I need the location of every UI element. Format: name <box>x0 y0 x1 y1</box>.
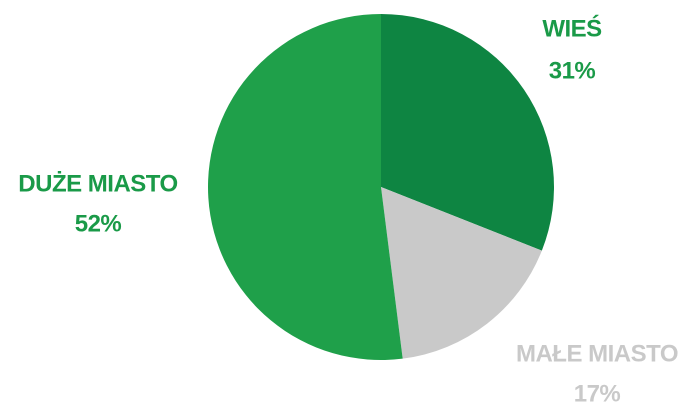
pie-slice <box>381 14 554 251</box>
slice-value-label: 31% <box>549 57 596 84</box>
slice-value-label: 52% <box>75 210 122 237</box>
slice-value-label: 17% <box>574 380 621 407</box>
slice-label: MAŁE MIASTO <box>516 340 678 367</box>
slice-label: WIEŚ <box>542 14 602 42</box>
pie-slice <box>208 14 403 360</box>
slice-label: DUŻE MIASTO <box>18 170 177 197</box>
pie-slice <box>381 187 542 359</box>
